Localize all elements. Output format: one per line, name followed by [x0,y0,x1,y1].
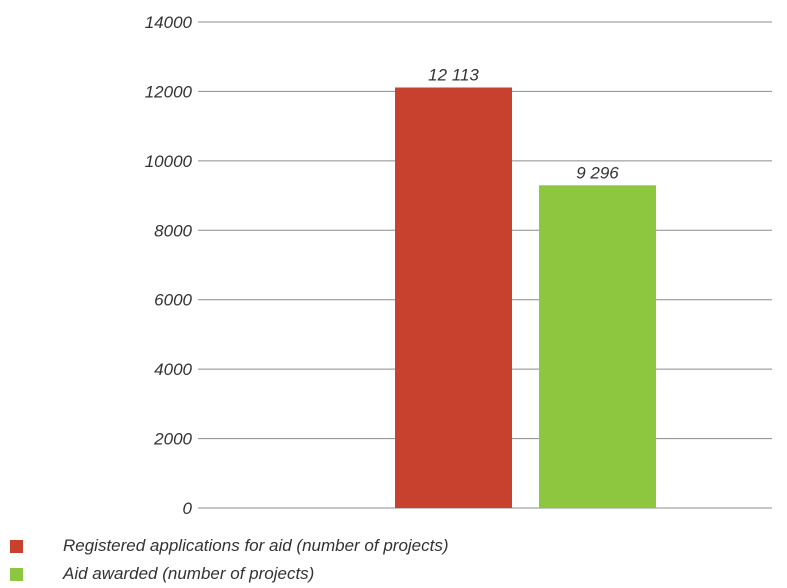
data-label-1: 9 296 [576,163,619,182]
legend-item-registered: Registered applications for aid (number … [10,532,449,560]
bars [395,87,656,508]
bar-chart: 0 2000 4000 6000 8000 10000 12000 14000 12 113 9… [145,13,772,518]
y-tick-label-14000: 14000 [145,13,193,32]
legend-label-awarded: Aid awarded (number of projects) [63,564,315,583]
data-labels: 12 113 9 296 [428,66,619,183]
y-tick-label-2000: 2000 [153,430,192,449]
y-tick-label-12000: 12000 [145,82,193,101]
legend-item-awarded: Aid awarded (number of projects) [10,560,449,588]
y-tick-label-8000: 8000 [154,221,192,240]
y-tick-label-10000: 10000 [145,152,193,171]
y-tick-label-6000: 6000 [154,291,192,310]
bar-1 [539,185,656,508]
legend-swatch-awarded [10,567,23,581]
legend-swatch-registered [10,539,23,553]
bar-0 [395,87,512,508]
y-tick-label-0: 0 [183,499,193,518]
legend: Registered applications for aid (number … [10,532,449,588]
legend-label-registered: Registered applications for aid (number … [63,536,449,555]
y-tick-label-4000: 4000 [154,360,192,379]
data-label-0: 12 113 [428,66,479,85]
y-axis-ticks: 0 2000 4000 6000 8000 10000 12000 14000 [145,13,193,518]
